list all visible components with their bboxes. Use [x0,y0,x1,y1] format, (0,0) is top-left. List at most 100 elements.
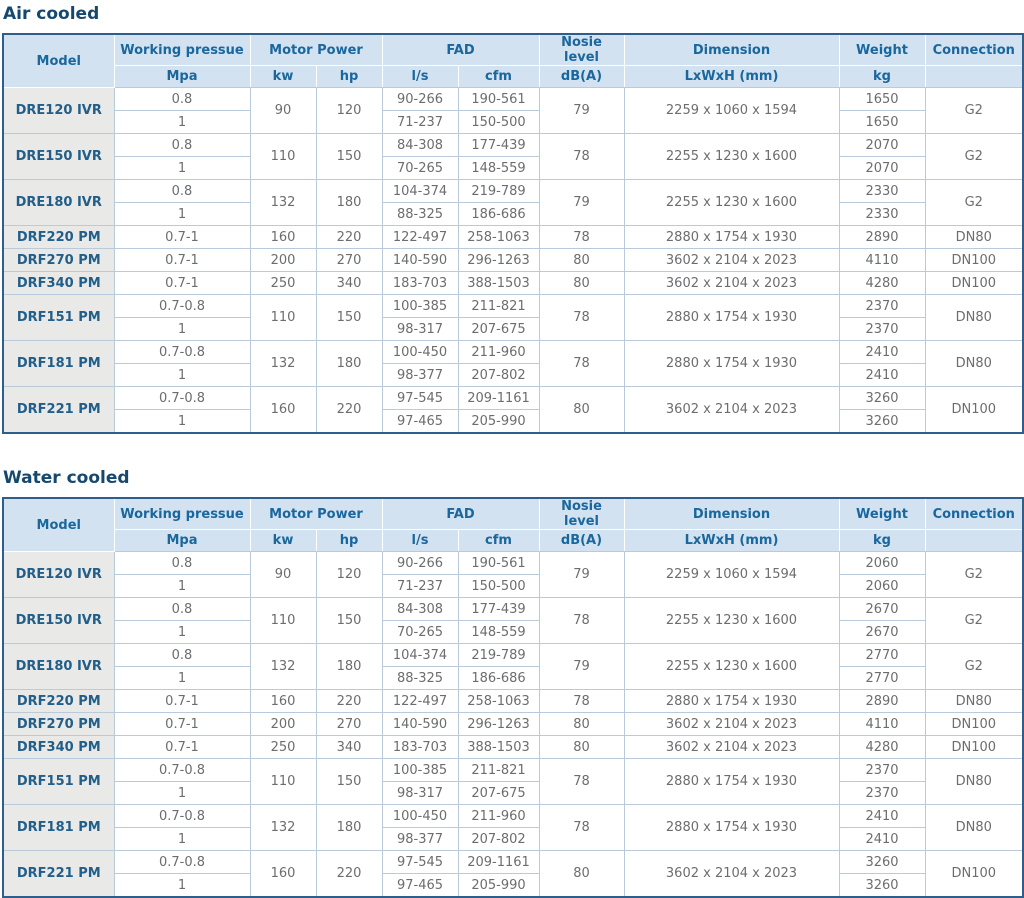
fad-ls-cell: 71-237 [381,574,459,598]
model-cell: DRF181 PM [2,804,115,851]
fad-ls-cell: 140-590 [381,712,459,736]
header-motor-power: Motor Power [249,33,383,66]
motor-kw-cell: 160 [249,689,317,713]
model-cell: DRE120 IVR [2,551,115,598]
air-cooled-table-body: DRE120 IVR 0.8 90 120 90-266 190-561 79 2259 x … [2,87,1024,434]
weight-cell: 1650 [838,87,926,111]
pressure-cell: 0.7-0.8 [113,850,251,874]
table-row: DRE150 IVR 0.8 110 150 84-308 177-439 78 2255 x… [2,133,1024,180]
motor-kw-cell: 132 [249,179,317,226]
fad-ls-cell: 97-465 [381,873,459,898]
fad-ls-cell: 70-265 [381,620,459,644]
connection-cell: DN80 [924,758,1024,805]
header-working-pressure: Working pressue [113,497,251,530]
table-row: DRE180 IVR 0.8 132 180 104-374 219-789 79 2255 … [2,179,1024,226]
pressure-cell: 0.7-0.8 [113,758,251,782]
header-fad: FAD [381,33,540,66]
connection-cell: DN100 [924,386,1024,434]
noise-level-cell: 80 [538,735,625,759]
motor-kw-cell: 250 [249,735,317,759]
noise-level-cell: 80 [538,271,625,295]
header-unit-dba: dB(A) [538,529,625,552]
model-cell: DRF340 PM [2,735,115,759]
dimension-cell: 3602 x 2104 x 2023 [623,271,840,295]
connection-cell: DN80 [924,294,1024,341]
motor-hp-cell: 180 [315,643,383,690]
table-row: DRE180 IVR 0.8 132 180 104-374 219-789 79 2255 … [2,643,1024,690]
motor-kw-cell: 132 [249,804,317,851]
pressure-cell: 0.7-1 [113,712,251,736]
table-row: 1 88-325 186-686 2770 [3,666,1023,690]
connection-cell: G2 [924,551,1024,598]
table-row: DRF181 PM 0.7-0.8 132 180 100-450 211-960 78 28… [2,804,1024,851]
pressure-cell: 0.8 [113,133,251,157]
weight-cell: 2670 [838,620,926,644]
header-weight: Weight [838,33,926,66]
fad-cfm-cell: 296-1263 [457,248,540,272]
noise-level-cell: 80 [538,386,625,434]
pressure-cell: 0.8 [113,597,251,621]
connection-cell: DN80 [924,689,1024,713]
table-row: DRF221 PM 0.7-0.8 160 220 97-545 209-1161 80 36… [2,850,1024,898]
dimension-cell: 2259 x 1060 x 1594 [623,551,840,598]
connection-cell: G2 [924,179,1024,226]
air-cooled-section: Air cooled Model Working pressue Motor P… [2,4,1024,434]
motor-hp-cell: 220 [315,225,383,249]
air-cooled-spec-table: Model Working pressue Motor Power FAD No… [2,33,1024,434]
header-working-pressure: Working pressue [113,33,251,66]
table-row: 1 98-317 207-675 2370 [3,781,1023,805]
noise-level-cell: 78 [538,340,625,387]
fad-ls-cell: 98-317 [381,781,459,805]
motor-kw-cell: 110 [249,294,317,341]
table-row: DRF151 PM 0.7-0.8 110 150 100-385 211-821 78 28… [2,758,1024,805]
motor-kw-cell: 200 [249,712,317,736]
fad-ls-cell: 122-497 [381,689,459,713]
pressure-cell: 0.8 [113,179,251,203]
fad-ls-cell: 104-374 [381,643,459,667]
motor-hp-cell: 220 [315,386,383,434]
noise-level-cell: 80 [538,712,625,736]
fad-cfm-cell: 205-990 [457,409,540,434]
header-unit-lxwxh: LxWxH (mm) [623,65,840,88]
pressure-cell: 1 [113,110,251,134]
header-connection: Connection [924,497,1024,530]
weight-cell: 2670 [838,597,926,621]
table-row: DRF340 PM 0.7-1 250 340 183-703 388-1503 80 360… [2,271,1024,295]
dimension-cell: 2255 x 1230 x 1600 [623,597,840,644]
motor-kw-cell: 132 [249,643,317,690]
dimension-cell: 3602 x 2104 x 2023 [623,850,840,898]
fad-ls-cell: 88-325 [381,202,459,226]
fad-cfm-cell: 205-990 [457,873,540,898]
water-cooled-spec-table: Model Working pressue Motor Power FAD No… [2,497,1024,898]
pressure-cell: 0.7-1 [113,225,251,249]
motor-hp-cell: 340 [315,271,383,295]
dimension-cell: 2880 x 1754 x 1930 [623,804,840,851]
table-row: DRE120 IVR 0.8 90 120 90-266 190-561 79 2259 x … [2,551,1024,598]
pressure-cell: 1 [113,363,251,387]
fad-ls-cell: 100-450 [381,340,459,364]
pressure-cell: 0.7-0.8 [113,386,251,410]
motor-kw-cell: 90 [249,87,317,134]
fad-cfm-cell: 219-789 [457,179,540,203]
fad-ls-cell: 88-325 [381,666,459,690]
pressure-cell: 1 [113,873,251,898]
model-cell: DRE180 IVR [2,643,115,690]
pressure-cell: 0.8 [113,87,251,111]
dimension-cell: 2880 x 1754 x 1930 [623,294,840,341]
motor-hp-cell: 220 [315,689,383,713]
pressure-cell: 0.7-1 [113,689,251,713]
model-cell: DRF221 PM [2,850,115,898]
weight-cell: 3260 [838,873,926,898]
fad-ls-cell: 98-377 [381,827,459,851]
header-unit-ls: l/s [381,529,459,552]
fad-ls-cell: 104-374 [381,179,459,203]
fad-cfm-cell: 207-675 [457,317,540,341]
table-header: Model Working pressue Motor Power FAD No… [2,497,1024,552]
dimension-cell: 2880 x 1754 x 1930 [623,340,840,387]
weight-cell: 2370 [838,317,926,341]
header-row-units: Mpa kw hp l/s cfm dB(A) LxWxH (mm) kg [3,65,1024,88]
weight-cell: 2060 [838,574,926,598]
weight-cell: 2070 [838,133,926,157]
fad-cfm-cell: 258-1063 [457,225,540,249]
table-row: DRF221 PM 0.7-0.8 160 220 97-545 209-1161 80 36… [2,386,1024,434]
